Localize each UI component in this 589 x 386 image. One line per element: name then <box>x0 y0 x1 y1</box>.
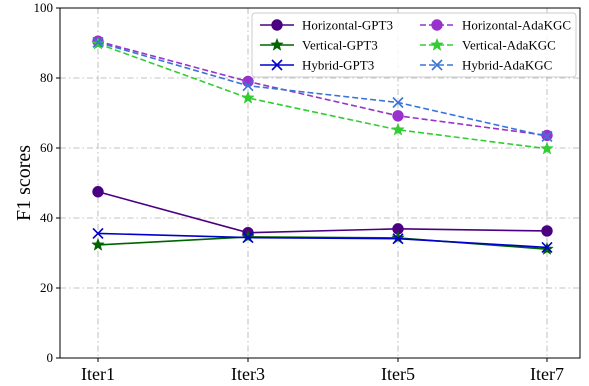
data-point <box>92 227 104 239</box>
legend-box <box>251 12 577 78</box>
data-point <box>541 130 553 143</box>
data-point <box>540 141 554 155</box>
legend: Horizontal-GPT3 Vertical-GPT3 Hybrid-GPT3 H… <box>251 12 577 78</box>
y-tick-label: 60 <box>40 140 53 155</box>
data-point <box>391 122 405 136</box>
data-point <box>392 110 404 122</box>
data-point <box>391 230 405 244</box>
legend-label: Vertical-AdaKGC <box>462 38 556 53</box>
legend-item: Horizontal-AdaKGC <box>420 18 571 33</box>
x-tick-label: Iter7 <box>530 364 564 381</box>
legend-marker <box>271 19 283 31</box>
x-tick-label: Iter5 <box>381 364 415 381</box>
legend-marker <box>431 59 443 71</box>
data-point <box>92 186 104 198</box>
series-line <box>97 41 548 138</box>
legend-label: Horizontal-AdaKGC <box>462 18 571 33</box>
y-tick-label: 20 <box>40 280 53 295</box>
data-point <box>541 241 553 253</box>
legend-item: Horizontal-GPT3 <box>260 18 393 33</box>
y-tick-label: 80 <box>40 70 53 85</box>
plot-frame <box>59 7 581 359</box>
legend-item: Vertical-AdaKGC <box>420 38 556 53</box>
legend-marker <box>270 37 284 51</box>
data-point <box>392 96 404 109</box>
data-point <box>242 80 254 92</box>
legend-label: Horizontal-GPT3 <box>302 18 393 33</box>
data-point <box>392 233 404 245</box>
data-point <box>241 90 255 104</box>
data-point <box>241 229 255 243</box>
data-point <box>242 232 254 244</box>
legend-marker <box>431 19 443 31</box>
x-axis: Iter1 Iter3 Iter5 Iter7 <box>81 358 564 384</box>
data-point <box>91 237 105 251</box>
x-tick-label: Iter1 <box>81 364 115 381</box>
legend-label: Hybrid-GPT3 <box>302 58 374 73</box>
series-hybrid-adakgc <box>92 36 553 143</box>
y-tick-label: 0 <box>47 350 54 365</box>
y-axis-label: F1 scores <box>13 145 35 221</box>
y-tick-label: 100 <box>34 0 54 15</box>
legend-label: Hybrid-AdaKGC <box>462 58 552 73</box>
legend-marker <box>271 59 283 71</box>
series-layer <box>91 35 554 255</box>
x-tick-label: Iter3 <box>231 364 265 381</box>
legend-item: Hybrid-AdaKGC <box>420 58 552 73</box>
data-point <box>92 36 104 48</box>
series-line <box>97 40 548 137</box>
legend-label: Vertical-GPT3 <box>302 38 378 53</box>
series-line <box>97 232 548 249</box>
legend-item: Hybrid-GPT3 <box>260 58 374 73</box>
series-hybrid-gpt3 <box>92 227 553 253</box>
legend-marker <box>430 37 444 51</box>
series-line <box>97 190 548 234</box>
legend-item: Vertical-GPT3 <box>260 38 378 53</box>
y-tick-label: 40 <box>40 210 53 225</box>
series-line <box>97 42 548 150</box>
y-axis: 0 20 40 60 80 100 <box>34 0 60 365</box>
data-point <box>541 225 553 237</box>
